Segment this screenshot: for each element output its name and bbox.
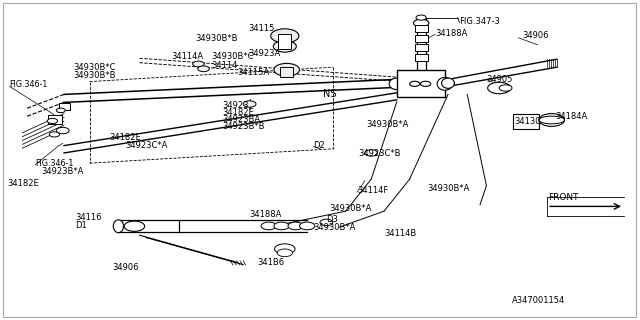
Text: 34130: 34130 [514,117,540,126]
Circle shape [410,81,420,86]
Text: A347001154: A347001154 [512,296,565,305]
Text: 34930B*B: 34930B*B [74,71,116,80]
Text: FIG.347-3: FIG.347-3 [460,17,500,26]
Text: 34923BA: 34923BA [223,115,261,124]
Circle shape [273,41,296,52]
Circle shape [56,127,69,134]
Text: 341B6: 341B6 [257,258,284,267]
Text: FRONT: FRONT [548,193,579,202]
Circle shape [488,82,511,94]
Bar [48,115,62,124]
Circle shape [198,66,209,72]
Circle shape [274,63,300,76]
Circle shape [320,219,333,226]
Circle shape [49,132,60,137]
Text: 34905: 34905 [486,75,513,84]
Bar [415,25,428,32]
Bar [118,220,179,232]
Circle shape [277,249,292,257]
Text: 34182E: 34182E [8,179,40,188]
Text: 34930B*A: 34930B*A [314,223,356,232]
Text: D1: D1 [76,221,87,230]
Bar [415,44,428,51]
Text: 34923C*B: 34923C*B [358,149,401,158]
Circle shape [124,221,145,231]
Circle shape [413,19,429,27]
Text: 34930B*C: 34930B*C [74,63,116,72]
Text: 34114F: 34114F [357,186,388,195]
Circle shape [243,101,256,107]
Text: 34930B*A: 34930B*A [330,204,372,212]
Circle shape [420,81,431,86]
Ellipse shape [442,78,454,88]
Text: 34930B*A: 34930B*A [367,120,409,129]
Bar [415,35,428,42]
Bar [59,103,70,110]
Circle shape [539,114,564,126]
Text: 34116: 34116 [76,213,102,222]
Ellipse shape [389,78,404,90]
Circle shape [275,244,295,254]
Bar [415,54,428,61]
Text: 34114B: 34114B [384,229,416,238]
Text: 34114: 34114 [211,61,237,70]
Text: 34182E: 34182E [223,108,255,117]
Text: NS: NS [323,89,337,100]
Circle shape [288,222,303,230]
Text: 34182E: 34182E [109,133,141,142]
Text: 34188A: 34188A [435,29,468,38]
Text: 34930B*B: 34930B*B [195,34,237,43]
Text: 34923B*B: 34923B*B [223,122,265,131]
Ellipse shape [113,220,124,233]
Circle shape [365,150,378,156]
Ellipse shape [539,116,564,124]
Circle shape [274,222,289,230]
Text: 34923B*A: 34923B*A [42,167,84,176]
Ellipse shape [437,77,452,90]
Text: 34906: 34906 [522,31,548,40]
Text: 34184A: 34184A [556,112,588,121]
Circle shape [193,61,204,67]
Bar [513,114,539,129]
Circle shape [271,29,299,43]
Text: 34115A: 34115A [237,68,269,77]
Text: 34923A: 34923A [248,49,280,58]
Text: FIG.346-1: FIG.346-1 [10,80,48,89]
Circle shape [261,222,276,230]
Text: D2: D2 [314,141,325,150]
Bar [280,67,293,77]
Text: 34923C*A: 34923C*A [125,141,167,150]
Text: D3: D3 [326,215,339,224]
Text: 34930B*C: 34930B*C [211,52,253,60]
Text: 34188A: 34188A [250,210,282,219]
Text: 34930B*A: 34930B*A [428,184,470,193]
Bar [278,34,291,49]
Text: FIG.346-1: FIG.346-1 [35,159,74,168]
Circle shape [56,108,65,113]
Bar [397,70,445,97]
Text: 34906: 34906 [112,263,138,272]
Circle shape [47,118,58,124]
Text: 34114A: 34114A [172,52,204,60]
Circle shape [416,15,426,20]
Circle shape [300,222,315,230]
Text: 34115: 34115 [248,24,275,33]
Text: 34923: 34923 [223,101,249,110]
Circle shape [499,85,512,91]
